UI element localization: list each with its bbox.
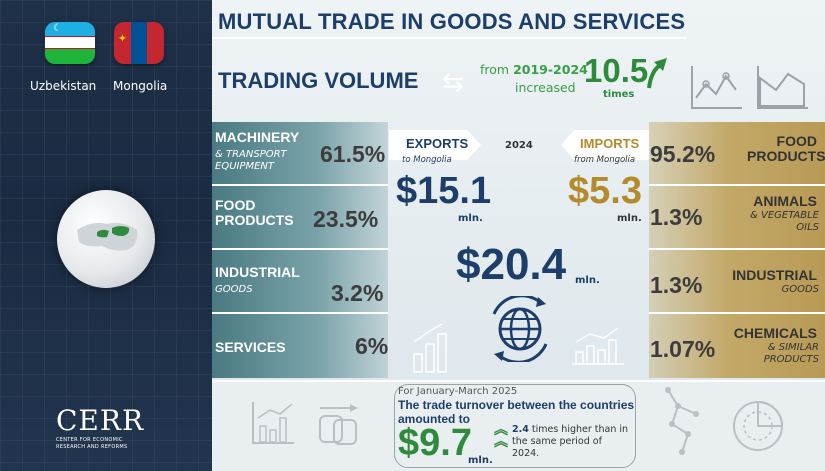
trading-volume-label: TRADING VOLUME <box>218 68 419 93</box>
line-chart-icon <box>252 402 294 444</box>
bottom-panel <box>212 380 825 471</box>
cerr-logo-subtitle: CENTER FOR ECONOMIC RESEARCH AND REFORMS <box>56 437 128 450</box>
import-row-food <box>649 122 825 184</box>
quarter-unit: mln. <box>468 455 493 466</box>
export-share: 61.5% <box>320 141 386 167</box>
row-divider <box>212 312 388 314</box>
exports-sub: to Mongolia <box>402 155 452 165</box>
growth-arrow-icon <box>647 58 667 89</box>
line-chart-icon <box>691 66 742 109</box>
exports-label: EXPORTS <box>406 136 469 151</box>
increase-factor: 10.5 <box>584 52 649 89</box>
mongolia-flag-icon: ✦ <box>114 22 164 64</box>
left-panel: ☾ ✦ Uzbekistan Mongolia CERR CENTER FOR … <box>0 0 212 471</box>
export-category-name: MACHINERY <box>215 129 300 145</box>
export-category-name: SERVICES <box>215 339 286 355</box>
import-share: 95.2% <box>650 141 716 167</box>
total-value: $20.4 <box>456 240 567 289</box>
quarter-period: For January-March 2025 <box>398 386 518 397</box>
quarter-note: 2.4 times higher than in the same period… <box>512 424 629 459</box>
imports-arrow-badge <box>561 130 649 160</box>
exports-arrow-badge <box>389 130 481 160</box>
import-share: 1.3% <box>650 204 703 230</box>
globe-network-icon <box>492 296 548 362</box>
export-category-name: FOOD PRODUCTS <box>215 197 294 228</box>
cerr-logo: CERR <box>56 404 145 437</box>
exports-value: $15.1 <box>396 170 492 212</box>
network-nodes-icon <box>665 387 699 455</box>
import-row-animals <box>649 186 825 248</box>
imports-label: IMPORTS <box>580 136 640 151</box>
imports-unit: mln. <box>617 213 642 224</box>
export-row-industrial <box>212 250 388 312</box>
pie-chart-icon <box>733 400 784 451</box>
import-category-name: INDUSTRIAL <box>732 267 817 283</box>
export-category-name: INDUSTRIAL <box>215 264 300 280</box>
imports-sub: from Mongolia <box>574 155 636 165</box>
main-panel: MUTUAL TRADE IN GOODS AND SERVICES TRADI… <box>212 0 825 471</box>
year-label: 2024 <box>505 140 533 151</box>
export-share: 6% <box>355 333 389 359</box>
export-row-machinery <box>212 122 388 184</box>
bar-chart-icon <box>572 327 624 365</box>
quarter-description: The trade turnover between the countries… <box>398 398 635 426</box>
export-row-food <box>212 186 388 248</box>
row-divider <box>649 248 825 250</box>
country-label-mongolia: Mongolia <box>113 79 168 93</box>
copy-arrow-icon <box>319 404 358 445</box>
import-category-sub: & VEGETABLE OILS <box>750 210 819 233</box>
import-share: 1.3% <box>650 272 703 298</box>
imports-value: $5.3 <box>568 170 642 212</box>
swap-arrows-icon: ⇆ <box>442 68 464 98</box>
row-divider <box>212 184 388 186</box>
row-divider <box>649 312 825 314</box>
import-category-name: CHEMICALS <box>733 325 817 341</box>
exports-unit: mln. <box>458 213 483 224</box>
export-share: 3.2% <box>331 280 384 306</box>
double-up-arrow-icon: ︽ ︽ <box>494 422 508 450</box>
increase-period: from 2019-2024 <box>480 62 588 77</box>
bar-chart-icon <box>413 323 447 373</box>
area-chart-icon <box>757 66 808 109</box>
page-title: MUTUAL TRADE IN GOODS AND SERVICES <box>218 9 686 34</box>
import-category-name: ANIMALS <box>753 193 817 209</box>
country-label-uzbekistan: Uzbekistan <box>30 79 97 93</box>
row-divider <box>212 248 388 250</box>
import-category-sub: GOODS <box>781 284 819 295</box>
export-share: 23.5% <box>313 206 379 232</box>
import-share: 1.07% <box>650 336 716 362</box>
globe-map-icon <box>57 190 155 288</box>
export-category-sub: GOODS <box>215 284 253 295</box>
bottom-divider <box>212 380 825 382</box>
quarter-summary-box <box>394 384 636 468</box>
export-category-sub: & TRANSPORT EQUIPMENT <box>215 149 287 172</box>
title-underline <box>212 37 687 39</box>
increase-word: increased <box>515 80 576 95</box>
row-divider <box>649 184 825 186</box>
import-category-sub: & SIMILAR PRODUCTS <box>763 342 819 365</box>
import-category-name: FOOD PRODUCTS <box>747 133 825 164</box>
import-row-chemicals <box>649 314 825 378</box>
increase-times: times <box>603 89 635 100</box>
quarter-value: $9.7 <box>398 422 472 464</box>
total-unit: mln. <box>575 275 600 286</box>
import-row-industrial <box>649 250 825 312</box>
export-row-services <box>212 314 388 378</box>
uzbekistan-flag-icon: ☾ <box>45 22 95 64</box>
